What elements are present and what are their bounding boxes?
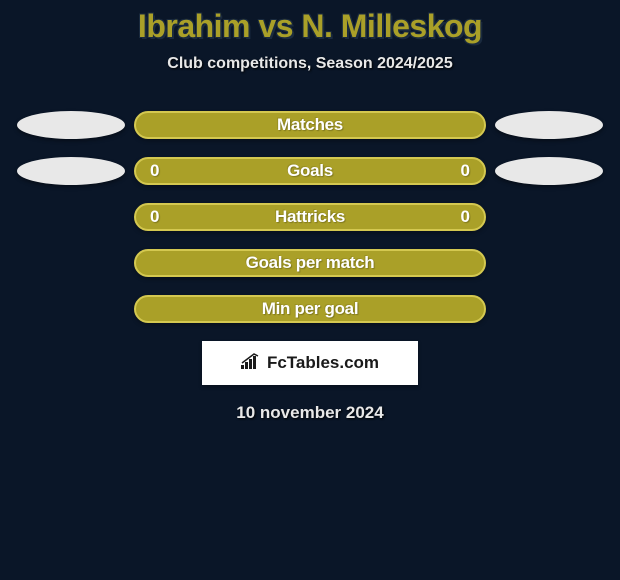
page-title: Ibrahim vs N. Milleskog (0, 8, 620, 45)
right-value-cell (486, 157, 612, 185)
left-ellipse (17, 157, 125, 185)
bar-label: Goals (287, 161, 333, 181)
stat-bar: 0 Goals 0 (134, 157, 486, 185)
page-subtitle: Club competitions, Season 2024/2025 (0, 55, 620, 73)
stat-row: Matches (0, 111, 620, 139)
left-value-cell (8, 157, 134, 185)
bar-left-value: 0 (150, 207, 159, 227)
comparison-widget: Ibrahim vs N. Milleskog Club competition… (0, 0, 620, 423)
chart-icon (241, 353, 261, 374)
right-ellipse (495, 111, 603, 139)
stat-bar: 0 Hattricks 0 (134, 203, 486, 231)
bar-label: Min per goal (262, 299, 359, 319)
footer-date: 10 november 2024 (0, 403, 620, 423)
stat-rows: Matches 0 Goals 0 0 Hattricks 0 Goals per match… (0, 111, 620, 323)
right-value-cell (486, 111, 612, 139)
bar-label: Goals per match (246, 253, 375, 273)
stat-bar: Matches (134, 111, 486, 139)
bar-left-value: 0 (150, 161, 159, 181)
stat-row: 0 Hattricks 0 (0, 203, 620, 231)
stat-bar: Min per goal (134, 295, 486, 323)
bar-label: Hattricks (275, 207, 345, 227)
right-ellipse (495, 157, 603, 185)
bar-right-value: 0 (461, 161, 470, 181)
left-ellipse (17, 111, 125, 139)
bar-right-value: 0 (461, 207, 470, 227)
logo-box[interactable]: FcTables.com (202, 341, 418, 385)
stat-row: Goals per match (0, 249, 620, 277)
stat-row: 0 Goals 0 (0, 157, 620, 185)
logo: FcTables.com (241, 353, 379, 374)
stat-row: Min per goal (0, 295, 620, 323)
bar-label: Matches (277, 115, 343, 135)
stat-bar: Goals per match (134, 249, 486, 277)
logo-text: FcTables.com (267, 353, 379, 373)
left-value-cell (8, 111, 134, 139)
